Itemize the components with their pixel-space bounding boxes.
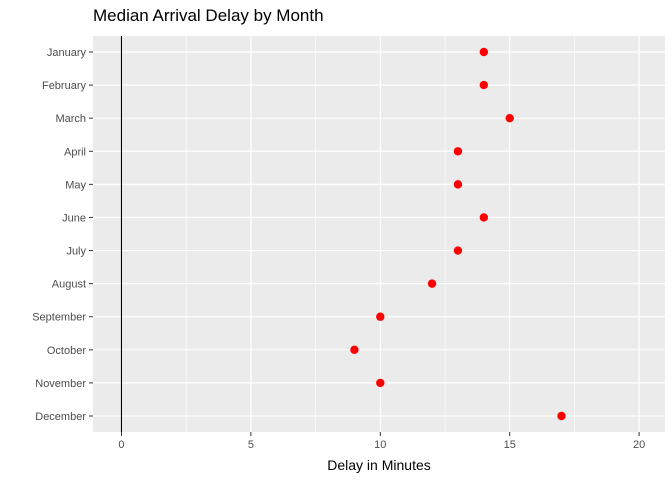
point-january [479, 47, 489, 57]
y-tick-label: January [47, 47, 87, 59]
point-october [350, 345, 359, 355]
point-september [376, 312, 385, 321]
grid-lines [93, 36, 665, 432]
point-march [505, 113, 514, 123]
x-axis-title: Delay in Minutes [327, 457, 431, 473]
y-axis-ticks: January February March April May June July Augu… [32, 47, 93, 423]
point-june [479, 213, 489, 222]
y-tick-label: August [52, 279, 86, 291]
x-tick-label: 5 [248, 439, 254, 451]
x-tick-label: 15 [504, 439, 516, 451]
point-may [453, 180, 463, 189]
point-december [557, 411, 566, 421]
x-tick-label: 20 [633, 439, 645, 451]
point-november [376, 378, 385, 388]
x-axis-ticks: 0 5 10 15 20 [118, 432, 645, 451]
point-july [453, 246, 463, 255]
y-tick-label: July [66, 246, 86, 258]
data-points [350, 47, 566, 421]
y-tick-label: April [64, 146, 86, 158]
y-tick-label: November [35, 378, 86, 390]
point-february [479, 80, 489, 90]
chart-title: Median Arrival Delay by Month [93, 6, 324, 25]
y-tick-label: December [35, 411, 86, 423]
point-april [453, 147, 463, 156]
x-tick-label: 0 [118, 439, 124, 451]
y-tick-label: March [55, 113, 86, 125]
x-tick-label: 10 [374, 439, 386, 451]
y-tick-label: September [32, 312, 86, 324]
y-tick-label: February [42, 80, 87, 92]
y-tick-label: May [65, 179, 86, 191]
plot-panel [93, 36, 665, 432]
y-tick-label: June [62, 212, 86, 224]
point-august [427, 279, 437, 288]
y-tick-label: October [47, 345, 86, 357]
